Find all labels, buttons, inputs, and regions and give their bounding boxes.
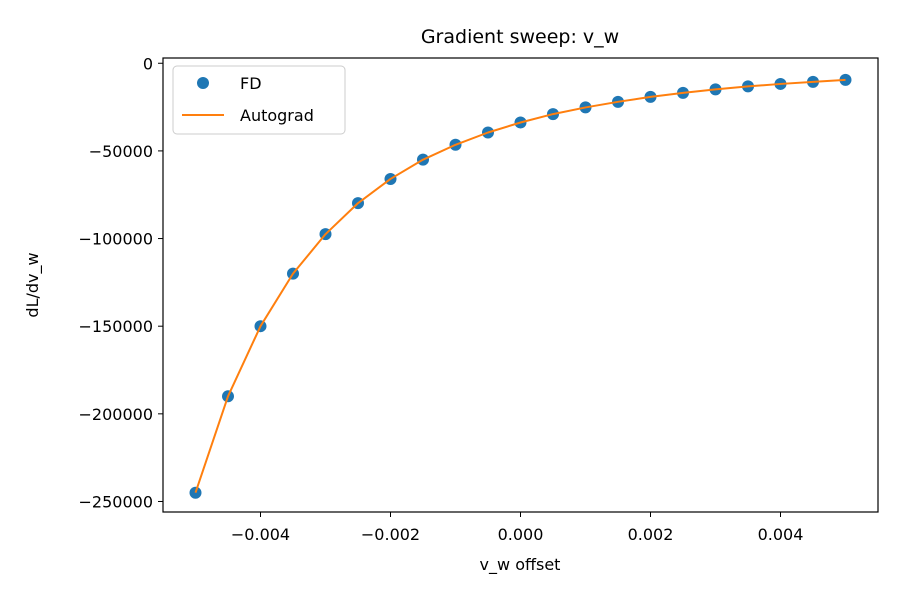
y-tick-label: −200000	[79, 405, 153, 424]
y-axis: 0 −50000 −100000 −150000 −200000 −250000	[79, 54, 163, 511]
plot-area	[189, 73, 852, 499]
legend-box	[172, 65, 346, 135]
x-tick-label: 0.002	[628, 525, 674, 544]
legend: FD Autograd	[172, 65, 346, 135]
series-line-autograd	[194, 78, 846, 494]
y-tick-label: −100000	[79, 230, 153, 249]
legend-autograd-label: Autograd	[240, 106, 314, 125]
legend-fd-label: FD	[240, 74, 262, 93]
x-tick-label: 0.004	[758, 525, 804, 544]
x-tick-label: −0.004	[231, 525, 290, 544]
x-tick-label: 0.000	[498, 525, 544, 544]
y-tick-label: −150000	[79, 317, 153, 336]
chart-title: Gradient sweep: v_w	[421, 26, 619, 48]
y-tick-label: −250000	[79, 492, 153, 511]
legend-fd-marker	[197, 77, 209, 89]
y-tick-label: −50000	[89, 142, 153, 161]
y-axis-label: dL/dv_w	[23, 252, 43, 317]
x-axis: −0.004 −0.002 0.000 0.002 0.004	[231, 512, 804, 544]
y-tick-label: 0	[143, 54, 153, 73]
x-axis-label: v_w offset	[480, 555, 561, 575]
x-tick-label: −0.002	[361, 525, 420, 544]
